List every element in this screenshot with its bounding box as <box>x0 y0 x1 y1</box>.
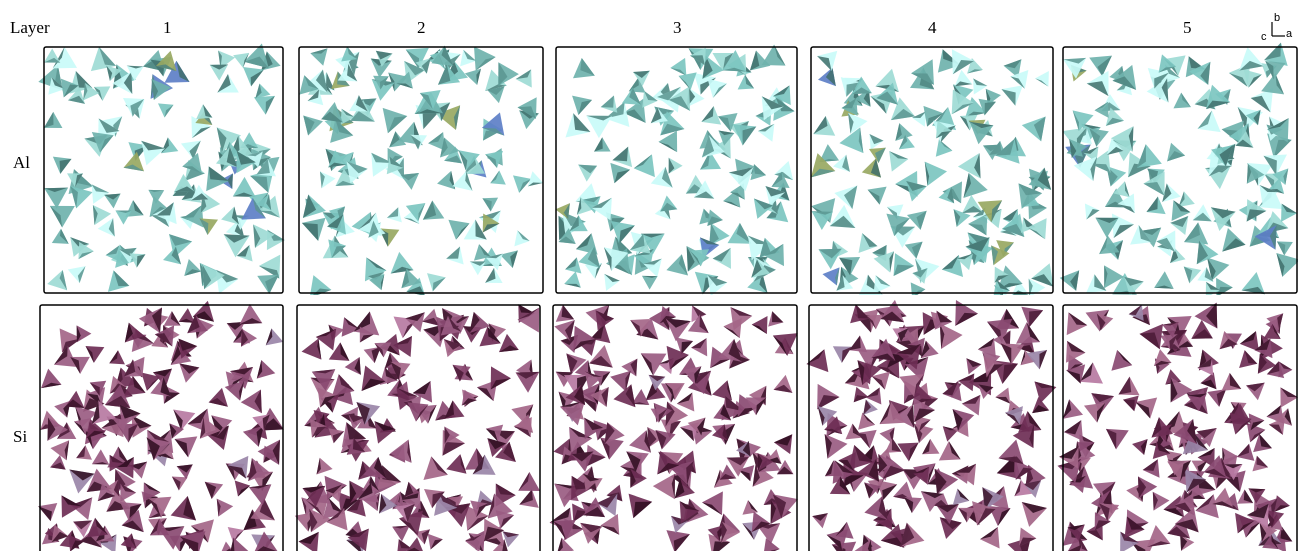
tetrahedron-shade <box>1224 476 1240 492</box>
tetrahedron-face <box>92 449 109 464</box>
tetrahedron-shade <box>302 223 318 241</box>
structure-panel <box>811 49 1054 300</box>
column-header: 3 <box>673 18 682 37</box>
tetrahedron-shade <box>1118 377 1131 395</box>
tetrahedron-face <box>423 456 447 480</box>
tetrahedron-shade <box>250 176 268 193</box>
tetrahedron-face <box>889 151 908 172</box>
tetrahedron-face <box>642 276 658 290</box>
tetrahedron-shade <box>1029 310 1043 327</box>
column-header: 5 <box>1183 18 1192 37</box>
tetrahedron-face <box>1179 191 1195 207</box>
tetrahedron-shade <box>712 541 730 551</box>
axis-label: a <box>1286 28 1293 40</box>
structure-panel <box>38 44 284 294</box>
tetrahedron-shade <box>442 442 465 456</box>
structure-panel <box>1058 303 1298 551</box>
tetrahedron-face <box>1198 110 1221 132</box>
tetrahedron-shade <box>612 147 628 162</box>
tetrahedron-face <box>446 454 466 474</box>
tetrahedron-face <box>148 190 164 204</box>
tetrahedron-face <box>235 480 251 496</box>
column-header: 1 <box>163 18 172 37</box>
tetrahedron-face <box>513 175 531 193</box>
figure: Layer 1 2 3 4 5 Al Si c b a <box>0 0 1298 551</box>
structure-panel <box>295 304 540 551</box>
tetrahedron-face <box>342 317 360 336</box>
row-label: Al <box>13 153 30 172</box>
tetrahedron-shade <box>209 166 229 181</box>
row-header: Layer <box>10 18 50 37</box>
structure-panel <box>555 45 794 296</box>
axis-label: c <box>1261 31 1267 43</box>
structure-panel <box>806 300 1056 551</box>
tetrahedron-shade <box>1247 209 1267 221</box>
axis-label: b <box>1274 12 1280 24</box>
tetrahedron-face <box>1084 403 1105 423</box>
tetrahedron-face <box>68 266 86 283</box>
tetrahedron-face <box>836 522 854 539</box>
tetrahedron-face <box>604 274 620 291</box>
structure-panel <box>38 301 284 551</box>
tetrahedron-shade <box>849 335 861 350</box>
structure-panel <box>1060 43 1298 298</box>
row-label: Si <box>13 427 27 446</box>
tetrahedron-face <box>266 328 284 345</box>
tetrahedron-face <box>1035 71 1049 87</box>
tetrahedron-face <box>1240 331 1259 351</box>
tetrahedron-face <box>86 346 105 363</box>
tetrahedron-shade <box>681 341 693 354</box>
tetrahedron-shade <box>387 207 398 218</box>
column-header: 4 <box>928 18 937 37</box>
structure-panel <box>299 46 543 298</box>
tetrahedron-face <box>161 137 178 153</box>
tetrahedron-shade <box>633 502 652 518</box>
tetrahedron-face <box>858 413 875 430</box>
tetrahedron-shade <box>1002 364 1018 384</box>
tetrahedron-face <box>1111 350 1132 371</box>
tetrahedron-shade <box>137 254 146 267</box>
tetrahedron-shade <box>1123 400 1135 412</box>
tetrahedron-face <box>1094 102 1108 118</box>
tetrahedron-shade <box>60 159 72 174</box>
tetrahedron-face <box>653 474 675 499</box>
tetrahedron-face <box>670 58 686 76</box>
tetrahedron-face <box>518 472 540 491</box>
column-header: 2 <box>417 18 426 37</box>
tetrahedron-face <box>50 206 75 228</box>
tetrahedron-face <box>806 349 828 372</box>
axis-indicator: c b a <box>1261 12 1293 43</box>
tetrahedron-face <box>52 229 69 244</box>
tetrahedron-shade <box>76 445 85 458</box>
tetrahedron-shade <box>601 96 614 108</box>
tetrahedron-face <box>707 79 726 98</box>
tetrahedron-shade <box>446 246 460 258</box>
page: Layer 1 2 3 4 5 Al Si c b a (() => { con… <box>0 0 1298 551</box>
tetrahedron-face <box>936 139 953 156</box>
structure-panel <box>550 305 798 551</box>
tetrahedron-face <box>752 316 768 334</box>
tetrahedron-shade <box>985 102 996 116</box>
panels <box>38 43 1298 551</box>
tetrahedron-face <box>679 72 697 90</box>
tetrahedron-face <box>514 230 529 246</box>
tetrahedron-shade <box>754 164 766 175</box>
tetrahedron-face <box>115 211 131 225</box>
tetrahedron-face <box>452 171 472 191</box>
tetrahedron-face <box>758 124 774 142</box>
tetrahedron-face <box>742 500 757 515</box>
tetrahedron-shade <box>382 465 401 482</box>
tetrahedron-face <box>634 154 655 177</box>
tetrahedron-face <box>1063 399 1083 419</box>
tetrahedron-shade <box>772 311 783 322</box>
tetrahedron-face <box>310 275 332 298</box>
